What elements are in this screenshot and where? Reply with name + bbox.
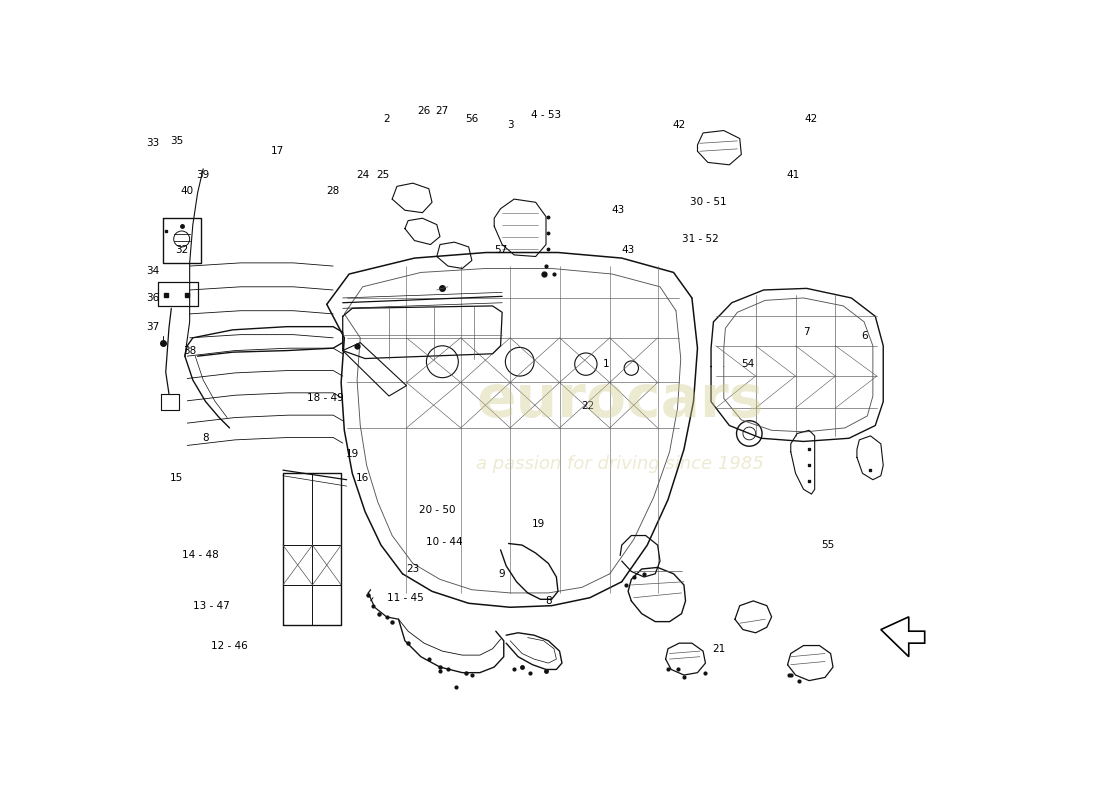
Text: 25: 25 (376, 170, 389, 180)
Text: 17: 17 (271, 146, 284, 156)
Text: 22: 22 (582, 402, 595, 411)
Text: 8: 8 (546, 596, 552, 606)
Text: 3: 3 (507, 120, 514, 130)
Text: 11 - 45: 11 - 45 (386, 593, 424, 602)
Text: 32: 32 (175, 245, 188, 255)
Text: 19: 19 (531, 518, 544, 529)
Text: 54: 54 (741, 359, 755, 369)
Text: 30 - 51: 30 - 51 (690, 198, 726, 207)
Text: 35: 35 (170, 136, 184, 146)
Text: 20 - 50: 20 - 50 (418, 505, 455, 515)
Text: 34: 34 (146, 266, 160, 276)
Text: 36: 36 (146, 293, 160, 303)
Text: 21: 21 (713, 644, 726, 654)
Text: 40: 40 (180, 186, 194, 196)
Text: 1: 1 (603, 359, 609, 369)
Text: 31 - 52: 31 - 52 (682, 234, 718, 244)
Text: 6: 6 (861, 331, 868, 342)
Text: 42: 42 (672, 120, 685, 130)
Text: 10 - 44: 10 - 44 (427, 537, 463, 547)
Text: 24: 24 (356, 170, 370, 180)
Text: 13 - 47: 13 - 47 (192, 601, 230, 610)
Text: 42: 42 (805, 114, 818, 124)
Text: 38: 38 (183, 346, 196, 355)
Text: 23: 23 (406, 564, 419, 574)
Text: 7: 7 (803, 327, 810, 338)
Text: 19: 19 (345, 450, 359, 459)
Text: 9: 9 (499, 569, 506, 578)
Text: eurocars: eurocars (476, 371, 763, 429)
Text: 15: 15 (170, 473, 184, 483)
Text: 41: 41 (786, 170, 800, 180)
Text: 39: 39 (197, 170, 210, 180)
Text: 55: 55 (821, 540, 834, 550)
Text: a passion for driving since 1985: a passion for driving since 1985 (476, 454, 764, 473)
Text: 16: 16 (356, 473, 370, 483)
Text: 8: 8 (202, 434, 209, 443)
Text: 43: 43 (621, 245, 635, 255)
Text: 14 - 48: 14 - 48 (183, 550, 219, 561)
Text: 12 - 46: 12 - 46 (211, 641, 248, 650)
Text: 2: 2 (383, 114, 389, 124)
Text: 27: 27 (436, 106, 449, 117)
Text: 33: 33 (146, 138, 160, 148)
Text: 18 - 49: 18 - 49 (307, 394, 343, 403)
Text: 28: 28 (327, 186, 340, 196)
Text: 37: 37 (146, 322, 160, 332)
Text: 43: 43 (612, 206, 625, 215)
Text: 56: 56 (465, 114, 478, 124)
Text: 4 - 53: 4 - 53 (531, 110, 561, 119)
Text: 57: 57 (494, 245, 507, 255)
Text: 26: 26 (417, 106, 431, 117)
